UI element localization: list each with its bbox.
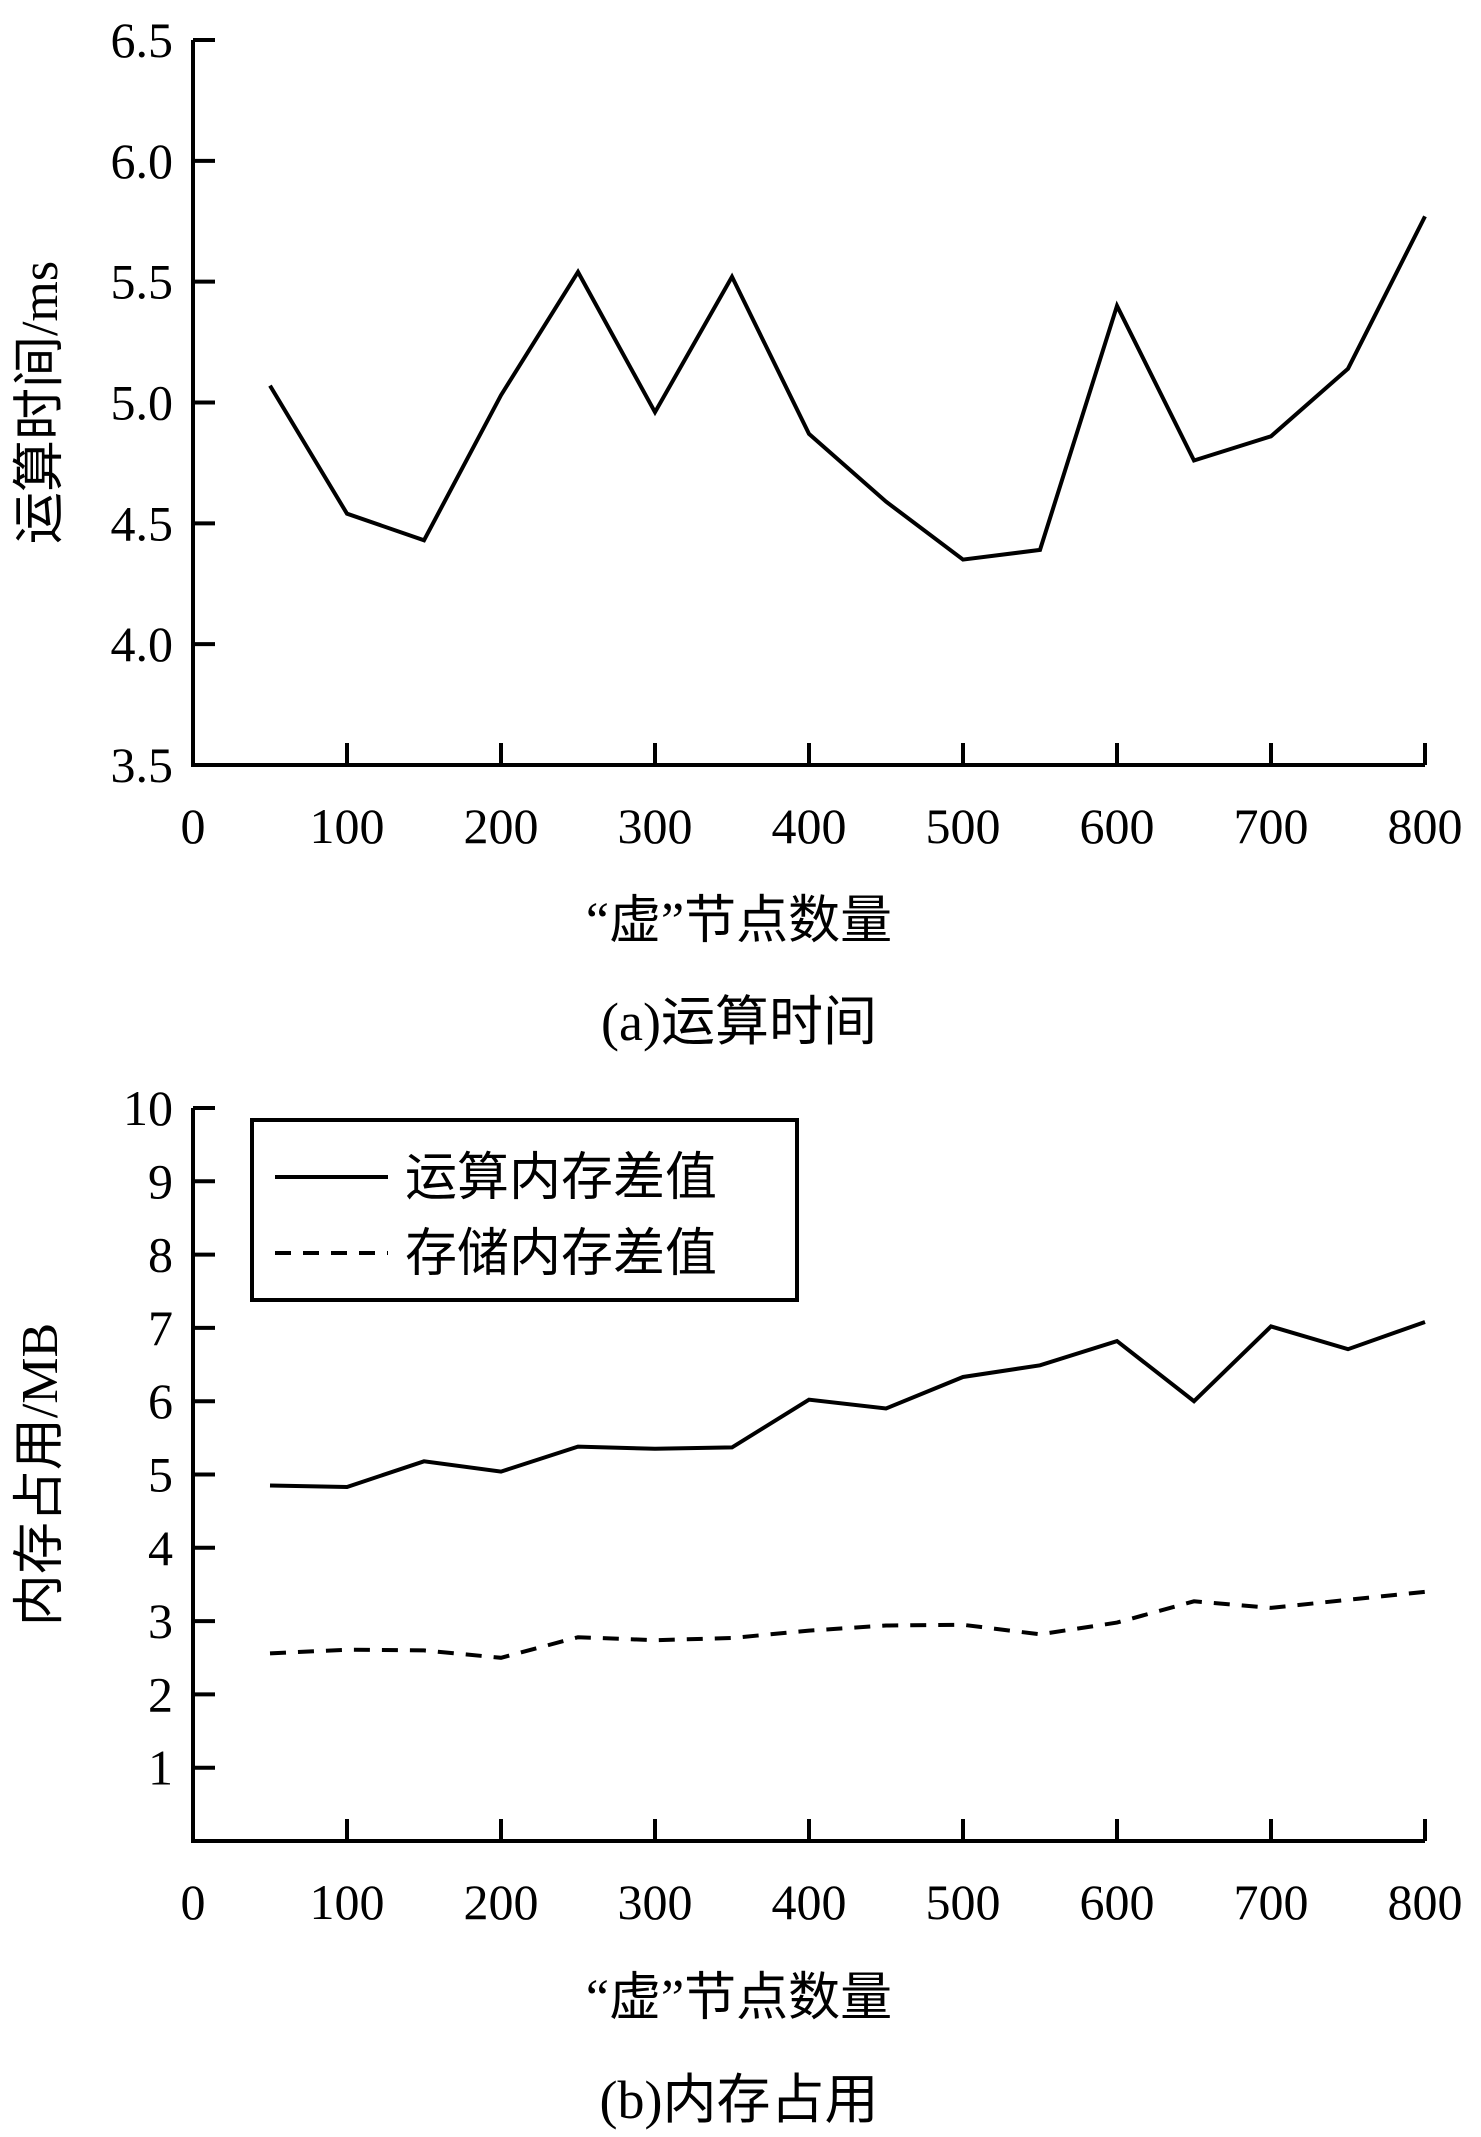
y-tick-label: 4 bbox=[148, 1520, 173, 1576]
x-tick-label: 100 bbox=[310, 798, 385, 854]
x-tick-label: 300 bbox=[618, 1874, 693, 1930]
chart-panel-b: 0 100 200 300 400 500 600 700 800 1 2 3 4 5 6 7 8 9 10 “虚”节… bbox=[12, 1080, 1463, 2130]
y-tick-label: 5 bbox=[148, 1447, 173, 1503]
y-tick-label: 8 bbox=[148, 1227, 173, 1283]
y-tick-label: 2 bbox=[148, 1666, 173, 1722]
chart-caption: (a)运算时间 bbox=[601, 992, 877, 1052]
x-tick-label: 200 bbox=[464, 1874, 539, 1930]
y-tick-label: 1 bbox=[148, 1740, 173, 1796]
x-tick-label: 300 bbox=[618, 798, 693, 854]
series-line-2 bbox=[269, 1589, 1426, 1660]
x-tick-label: 500 bbox=[926, 798, 1001, 854]
y-tick-label: 4.0 bbox=[111, 616, 174, 672]
x-tick-label: 800 bbox=[1388, 1874, 1463, 1930]
series-line-1 bbox=[268, 215, 1427, 562]
x-tick-label: 400 bbox=[772, 1874, 847, 1930]
x-tick-label: 600 bbox=[1080, 1874, 1155, 1930]
legend-label-1: 运算内存差值 bbox=[405, 1150, 717, 1207]
y-tick-label: 7 bbox=[148, 1300, 173, 1356]
y-axis-label: 运算时间/ms bbox=[12, 261, 69, 544]
x-tick-label: 100 bbox=[310, 1874, 385, 1930]
y-tick-label: 9 bbox=[148, 1153, 173, 1209]
y-tick-label: 3 bbox=[148, 1593, 173, 1649]
x-tick-label: 700 bbox=[1234, 1874, 1309, 1930]
x-tick-label: 400 bbox=[772, 798, 847, 854]
legend-box bbox=[250, 1118, 799, 1302]
legend-label-2: 存储内存差值 bbox=[405, 1226, 717, 1283]
x-tick-label: 800 bbox=[1388, 798, 1463, 854]
y-axis-label: 内存占用/MB bbox=[12, 1323, 69, 1626]
x-axis-label: “虚”节点数量 bbox=[586, 1970, 892, 2027]
x-tick-label: 700 bbox=[1234, 798, 1309, 854]
y-tick-label: 4.5 bbox=[111, 495, 174, 551]
y-tick-label: 5.5 bbox=[111, 254, 174, 310]
y-tick-label: 10 bbox=[123, 1080, 173, 1136]
x-tick-label: 600 bbox=[1080, 798, 1155, 854]
x-tick-label: 0 bbox=[181, 1874, 206, 1930]
y-tick-label: 3.5 bbox=[111, 737, 174, 793]
series-line-1 bbox=[269, 1320, 1426, 1490]
y-tick-label: 5.0 bbox=[111, 375, 174, 431]
chart-caption: (b)内存占用 bbox=[600, 2070, 879, 2130]
y-tick-label: 6.0 bbox=[111, 133, 174, 189]
y-tick-label: 6 bbox=[148, 1373, 173, 1429]
x-tick-label: 0 bbox=[181, 798, 206, 854]
x-axis-label: “虚”节点数量 bbox=[586, 893, 892, 950]
x-tick-label: 500 bbox=[926, 1874, 1001, 1930]
chart-panel-a: 0 100 200 300 400 500 600 700 800 3.5 4.0 4.5 5.0 5.5… bbox=[12, 12, 1463, 1052]
y-tick-label: 6.5 bbox=[111, 12, 174, 68]
x-tick-label: 200 bbox=[464, 798, 539, 854]
